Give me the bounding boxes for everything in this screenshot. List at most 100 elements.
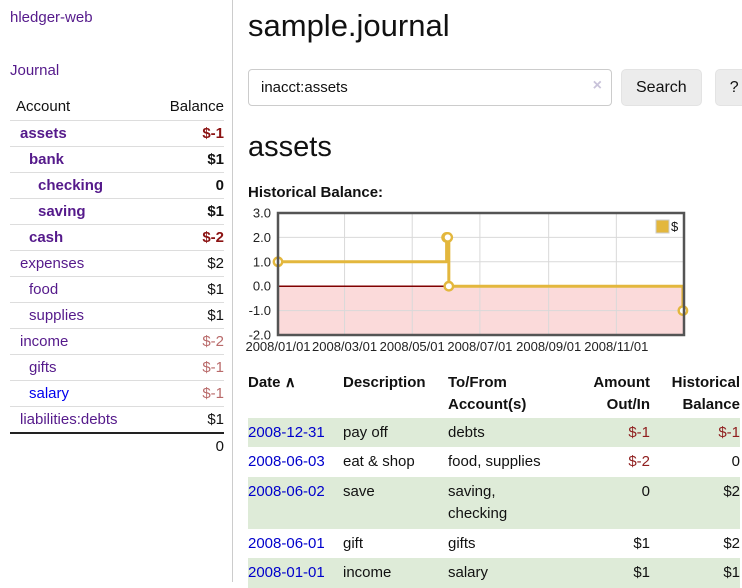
chart-x-tick-label: 2008/05/01: [380, 339, 445, 354]
transaction-amount: $1: [566, 558, 650, 588]
transaction-amount: 0: [566, 477, 650, 529]
sidebar-account-row: salary$-1: [10, 381, 224, 407]
sidebar-account-balance: $1: [152, 277, 224, 303]
sidebar-account-row: cash $-2: [10, 225, 224, 251]
sidebar-account-row: bank $1: [10, 147, 224, 173]
transaction-date-link[interactable]: 2008-06-01: [248, 535, 325, 552]
transaction-accounts: debts: [448, 418, 566, 448]
transaction-description: save: [343, 477, 448, 529]
chart-y-tick-label: 2.0: [253, 230, 271, 245]
chart-label: Historical Balance:: [248, 184, 742, 201]
register-header-amount: Amount Out/In: [566, 369, 650, 418]
transaction-accounts: saving, checking: [448, 477, 566, 529]
sidebar-account-row: assets $-1: [10, 121, 224, 147]
sidebar-account-link[interactable]: food: [29, 281, 58, 298]
brand-link[interactable]: hledger-web: [10, 9, 93, 26]
chart-y-tick-label: 0.0: [253, 279, 271, 294]
chart-data-point[interactable]: [444, 233, 452, 241]
sidebar-account-balance: $1: [152, 199, 224, 225]
sidebar-account-link[interactable]: assets: [20, 125, 67, 142]
chart-x-tick-label: 2008/03/01: [312, 339, 377, 354]
transaction-date-link[interactable]: 2008-06-03: [248, 453, 325, 470]
sidebar-account-balance: $-1: [152, 121, 224, 147]
sidebar-account-balance: 0: [152, 173, 224, 199]
sidebar-account-link[interactable]: salary: [29, 385, 69, 402]
account-title: assets: [248, 131, 742, 164]
transaction-description: income: [343, 558, 448, 588]
chart-x-tick-label: 2008/11/01: [584, 339, 648, 354]
accounts-table-header: Account Balance: [10, 94, 224, 121]
accounts-table: Account Balance assets $-1 bank $1 checking 0…: [10, 94, 224, 459]
main-content: sample.journal × Search ? assets Histori…: [233, 0, 742, 582]
register-header-balance: Historical Balance: [650, 369, 740, 418]
sidebar-account-link[interactable]: expenses: [20, 255, 84, 272]
chart-y-tick-label: -1.0: [249, 303, 271, 318]
transaction-amount: $-1: [566, 418, 650, 448]
sidebar-account-row: checking 0: [10, 173, 224, 199]
transaction-accounts: food, supplies: [448, 447, 566, 477]
sidebar-account-balance: $-1: [152, 355, 224, 381]
register-header-accounts: To/From Account(s): [448, 369, 566, 418]
sidebar-account-link[interactable]: gifts: [29, 359, 57, 376]
transaction-date-link[interactable]: 2008-12-31: [248, 424, 325, 441]
sidebar-account-row: gifts $-1: [10, 355, 224, 381]
transaction-balance: 0: [650, 447, 740, 477]
transaction-balance: $1: [650, 558, 740, 588]
sidebar-account-link[interactable]: liabilities:debts: [20, 411, 118, 428]
transaction-accounts: gifts: [448, 529, 566, 559]
sidebar: hledger-web Journal Account Balance asse…: [0, 0, 233, 582]
sidebar-account-row: supplies $1: [10, 303, 224, 329]
accounts-header-account: Account: [10, 94, 152, 121]
sidebar-account-row: expenses $2: [10, 251, 224, 277]
sidebar-account-row: income$-2: [10, 329, 224, 355]
transaction-balance: $2: [650, 477, 740, 529]
chart-legend-label: $: [671, 219, 679, 234]
search-button[interactable]: Search: [621, 69, 702, 106]
register-table: Date ∧ Description To/From Account(s) Am…: [248, 369, 740, 588]
transaction-description: pay off: [343, 418, 448, 448]
chart-y-tick-label: 3.0: [253, 206, 271, 221]
chart-y-tick-label: 1.0: [253, 254, 271, 269]
help-button[interactable]: ?: [715, 69, 742, 106]
chart-data-point[interactable]: [445, 282, 453, 290]
transaction-date-link[interactable]: 2008-01-01: [248, 564, 325, 581]
sidebar-account-link[interactable]: saving: [38, 203, 86, 220]
search-input[interactable]: [248, 69, 612, 106]
accounts-total-value: 0: [152, 433, 224, 459]
sidebar-account-link[interactable]: cash: [29, 229, 63, 246]
transaction-date-link[interactable]: 2008-06-02: [248, 483, 325, 500]
transaction-amount: $1: [566, 529, 650, 559]
sidebar-account-balance: $1: [152, 407, 224, 434]
sort-asc-icon: ∧: [285, 374, 296, 391]
sidebar-account-balance: $1: [152, 303, 224, 329]
sidebar-account-link[interactable]: bank: [29, 151, 64, 168]
chart-legend-swatch: [656, 220, 669, 233]
register-header-date[interactable]: Date ∧: [248, 369, 343, 418]
sidebar-item-journal[interactable]: Journal: [10, 62, 59, 79]
transaction-balance: $2: [650, 529, 740, 559]
sidebar-account-row: saving $1: [10, 199, 224, 225]
sidebar-account-link[interactable]: supplies: [29, 307, 84, 324]
chart-x-tick-label: 2008/09/01: [516, 339, 581, 354]
transaction-description: eat & shop: [343, 447, 448, 477]
sidebar-account-row: food $1: [10, 277, 224, 303]
transaction-balance: $-1: [650, 418, 740, 448]
sidebar-account-balance: $-2: [152, 225, 224, 251]
accounts-header-balance: Balance: [152, 94, 224, 121]
transaction-accounts: salary: [448, 558, 566, 588]
sidebar-account-balance: $2: [152, 251, 224, 277]
clear-search-icon[interactable]: ×: [593, 77, 602, 95]
sidebar-account-link[interactable]: income: [20, 333, 68, 350]
sidebar-account-link[interactable]: checking: [38, 177, 103, 194]
sidebar-account-balance: $1: [152, 147, 224, 173]
chart-x-tick-label: 2008/01/01: [245, 339, 310, 354]
accounts-total-row: 0: [10, 433, 224, 459]
transaction-description: gift: [343, 529, 448, 559]
